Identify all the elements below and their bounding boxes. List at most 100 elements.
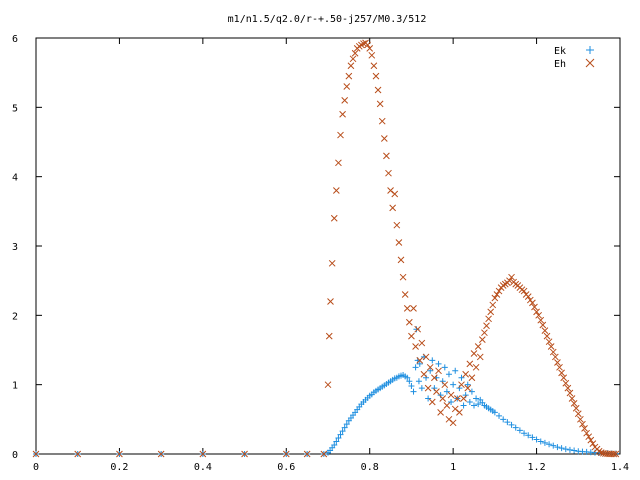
eh-point xyxy=(405,318,413,326)
eh-point xyxy=(157,450,165,458)
ek-point xyxy=(427,367,434,374)
ek-point xyxy=(550,442,557,449)
eh-point xyxy=(426,363,434,371)
eh-point xyxy=(572,404,580,412)
x-tick-label: 0.4 xyxy=(194,462,212,473)
ek-point xyxy=(441,364,448,371)
ek-point xyxy=(471,402,477,409)
eh-point xyxy=(332,187,340,194)
x-tick-label: 1 xyxy=(450,462,456,473)
eh-point xyxy=(199,450,207,458)
eh-point xyxy=(385,169,392,177)
eh-point xyxy=(349,55,357,63)
eh-point xyxy=(383,152,390,160)
eh-point xyxy=(478,336,486,343)
eh-point xyxy=(347,62,355,70)
ek-point xyxy=(504,419,511,426)
series-layer xyxy=(32,39,620,458)
x-tick-label: 0.6 xyxy=(277,462,295,473)
eh-point xyxy=(403,305,411,312)
ek-point xyxy=(412,364,419,371)
eh-point xyxy=(341,97,349,104)
eh-point xyxy=(335,159,342,167)
eh-point xyxy=(389,204,397,212)
ek-point xyxy=(335,435,342,442)
ek-point xyxy=(473,395,480,402)
ek-point xyxy=(462,392,469,399)
eh-point xyxy=(543,332,551,340)
eh-point xyxy=(470,350,478,357)
axis-ticks: 0 0.2 0.4 0.6 0.8 1 1.2 1.4 0 1 2 3 4 5 6 xyxy=(12,34,629,473)
eh-point xyxy=(437,409,444,416)
ek-point xyxy=(450,381,457,388)
eh-point xyxy=(587,436,595,444)
ek-point xyxy=(554,444,561,451)
eh-point xyxy=(456,409,463,416)
eh-point xyxy=(472,363,480,371)
eh-point xyxy=(533,308,540,316)
eh-point xyxy=(476,353,484,361)
eh-point xyxy=(539,321,547,329)
eh-point xyxy=(410,305,417,312)
ek-point xyxy=(529,434,536,441)
eh-point xyxy=(554,359,561,366)
eh-point xyxy=(397,256,405,264)
eh-point xyxy=(508,273,515,281)
eh-point xyxy=(360,40,367,47)
plot-frame xyxy=(35,37,621,455)
ek-point xyxy=(404,374,411,381)
ek-point xyxy=(408,383,415,390)
x-tick-label: 1.4 xyxy=(611,462,629,473)
eh-point xyxy=(493,291,501,298)
eh-point xyxy=(374,86,382,94)
eh-point xyxy=(562,379,570,387)
ek-point xyxy=(541,439,548,446)
ek-point xyxy=(512,424,519,431)
eh-point xyxy=(420,370,428,378)
ek-point xyxy=(562,446,569,453)
eh-point xyxy=(577,415,584,423)
ek-point xyxy=(415,378,422,385)
ek-point xyxy=(491,409,498,416)
eh-point xyxy=(439,395,447,402)
eh-point xyxy=(612,450,620,458)
ek-point xyxy=(558,445,565,452)
eh-point xyxy=(460,395,467,402)
ek-point xyxy=(537,438,544,445)
eh-point xyxy=(568,395,576,402)
eh-point xyxy=(370,62,378,70)
eh-point xyxy=(574,410,582,418)
ek-point xyxy=(464,381,471,388)
eh-point xyxy=(489,301,497,309)
y-tick-label: 5 xyxy=(12,103,18,114)
eh-point xyxy=(545,338,553,346)
ek-point xyxy=(435,360,442,367)
eh-point xyxy=(364,41,371,49)
eh-point xyxy=(393,221,401,229)
eh-point xyxy=(547,343,555,350)
eh-point xyxy=(428,398,436,406)
eh-point xyxy=(535,311,543,319)
eh-point xyxy=(524,293,532,300)
legend-marker-eh xyxy=(585,58,595,68)
ek-point xyxy=(546,441,553,448)
chart-title: m1/n1.5/q2.0/r-+.50-j257/M0.3/512 xyxy=(228,14,427,25)
eh-point xyxy=(570,400,578,407)
eh-point xyxy=(481,329,488,337)
ek-point xyxy=(445,371,452,378)
eh-point xyxy=(558,369,565,377)
eh-point xyxy=(443,402,451,409)
eh-point xyxy=(556,363,563,371)
ek-point xyxy=(496,412,503,419)
ek-point xyxy=(423,374,430,381)
legend-label-eh: Eh xyxy=(554,59,566,70)
eh-point xyxy=(282,450,290,458)
eh-point xyxy=(529,299,536,307)
eh-point xyxy=(495,287,503,295)
eh-point xyxy=(74,450,82,458)
eh-point xyxy=(464,384,472,392)
ek-point xyxy=(452,367,459,374)
eh-point xyxy=(416,357,424,364)
ek-point xyxy=(466,399,473,405)
